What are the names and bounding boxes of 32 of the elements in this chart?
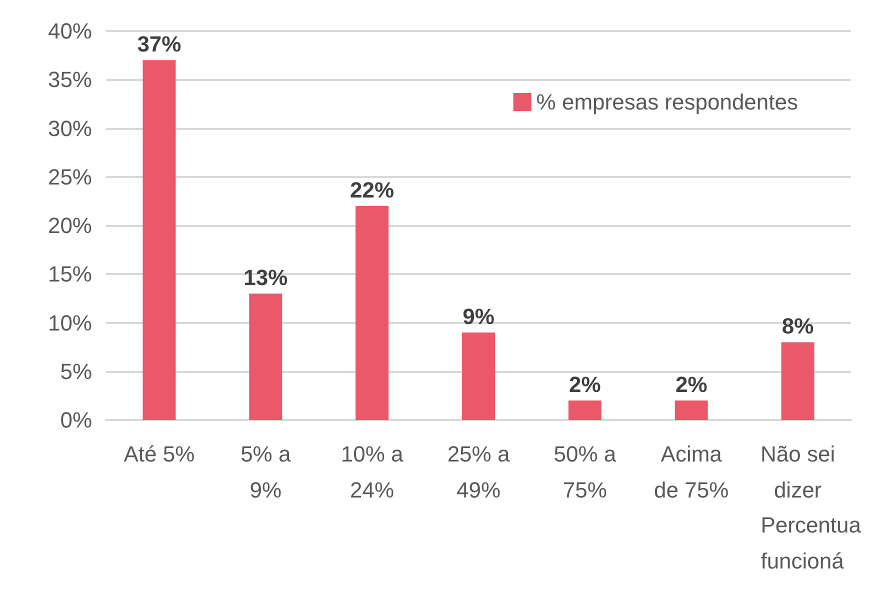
y-tick-label: 25%: [48, 164, 92, 190]
y-tick-label: 15%: [48, 262, 92, 287]
y-tick-label: 0%: [60, 408, 92, 432]
bar: [356, 206, 389, 420]
y-tick-label: 20%: [48, 213, 92, 238]
data-label: 13%: [244, 265, 288, 290]
bar: [781, 342, 814, 420]
x-tick-label: Até 5%: [124, 442, 195, 466]
x-tick-label: 25% a 49%: [447, 442, 510, 502]
x-tick-label: 50% a 75%: [554, 442, 617, 502]
y-tick-label: 5%: [60, 358, 92, 384]
y-tick-label: 10%: [48, 310, 92, 336]
y-tick-label: 30%: [48, 116, 92, 141]
y-tick-label: 40%: [48, 18, 92, 44]
bar: [142, 60, 176, 420]
bar: [249, 294, 282, 420]
data-label: 9%: [462, 304, 494, 329]
data-label: 8%: [782, 314, 814, 339]
x-tick-label: Acima de 75%: [654, 442, 729, 502]
data-label: 22%: [350, 178, 394, 203]
x-tick-label: 5% a 9%: [240, 442, 292, 502]
x-axis-title: Percentua funcioná: [760, 512, 862, 574]
legend-label: % empresas respondentes: [536, 90, 798, 114]
data-label: 37%: [137, 32, 182, 57]
x-tick-label: 10% a 24%: [340, 442, 404, 502]
y-tick-label: 35%: [48, 67, 92, 92]
data-label: 2%: [675, 372, 708, 398]
bar: [674, 400, 708, 420]
x-tick-label: Não sei dizer: [760, 442, 836, 502]
bar: [568, 400, 602, 420]
data-label: 2%: [569, 372, 601, 398]
bar: [462, 332, 495, 420]
